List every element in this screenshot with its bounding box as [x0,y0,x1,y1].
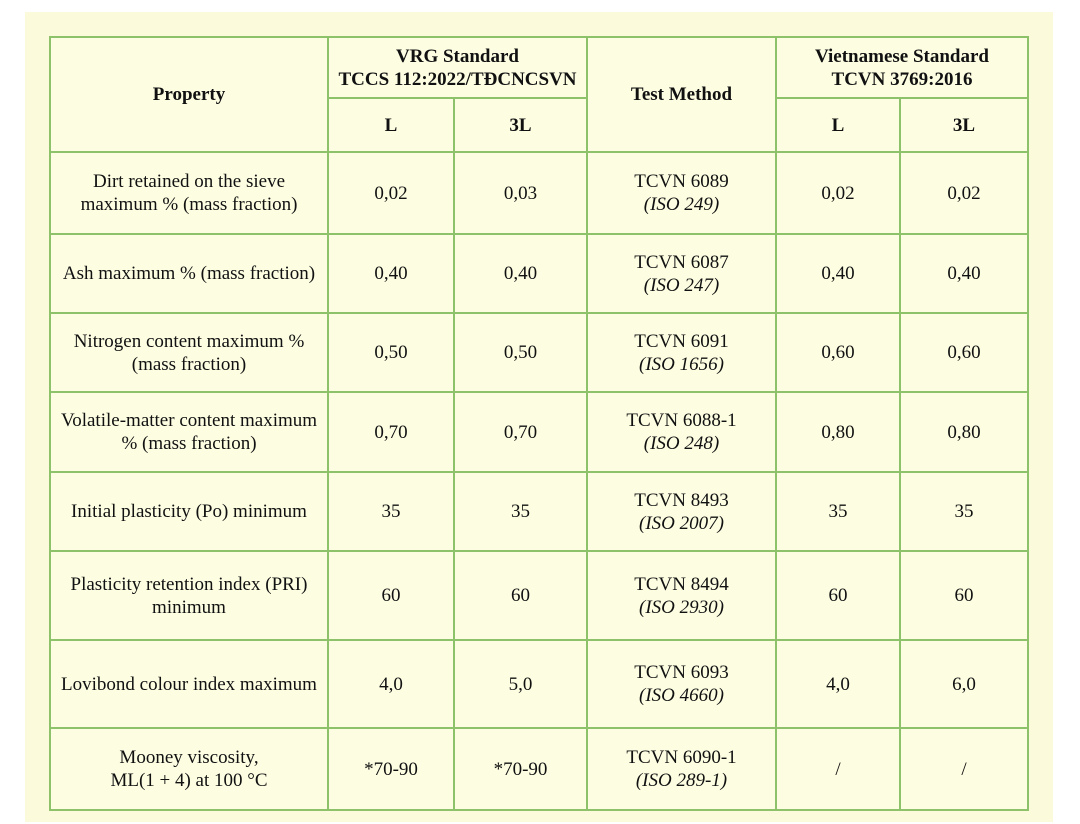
table-row: Dirt retained on the sieve maximum % (mas… [49,151,1029,235]
vrg-3l-value: 0,03 [453,151,588,235]
property-text: minimum [152,596,226,618]
table-row: Initial plasticity (Po) minimum 35 35 TCVN … [49,471,1029,552]
test-method-cell: TCVN 6089 (ISO 249) [586,151,777,235]
subheader-vn-3l: 3L [899,97,1029,153]
vn-3l-value: 6,0 [899,639,1029,729]
test-method-code: TCVN 6087 [634,251,729,273]
vrg-l-value: 35 [327,471,455,552]
vn-l-value: 60 [775,550,901,641]
property-cell: Initial plasticity (Po) minimum [49,471,329,552]
header-vrg-standard: VRG Standard TCCS 112:2022/TĐCNCSVN [327,36,588,99]
vn-3l-value: 0,80 [899,391,1029,473]
header-test-method: Test Method [586,36,777,153]
test-method-cell: TCVN 6087 (ISO 247) [586,233,777,314]
vrg-l-value: 0,40 [327,233,455,314]
vrg-l-value: 0,70 [327,391,455,473]
iso-reference: (ISO 248) [643,433,720,454]
table-row: Mooney viscosity, ML(1 + 4) at 100 °C *70-… [49,727,1029,811]
property-text: % (mass fraction) [121,433,257,454]
vrg-3l-value: 0,40 [453,233,588,314]
test-method-code: TCVN 6088-1 [626,410,737,431]
property-text: (mass fraction) [131,353,247,375]
vrg-3l-value: *70-90 [453,727,588,811]
vn-3l-value: 60 [899,550,1029,641]
property-text: Plasticity retention index (PRI) [70,573,308,595]
iso-reference: (ISO 4660) [639,685,724,706]
property-text: Volatile-matter content maximum [60,410,318,431]
vn-l-value: 0,80 [775,391,901,473]
test-method-cell: TCVN 6088-1 (ISO 248) [586,391,777,473]
vn-l-value: 0,60 [775,312,901,393]
vn-3l-value: 0,40 [899,233,1029,314]
property-text: Ash maximum % (mass fraction) [62,263,316,284]
test-method-code: TCVN 6089 [634,171,729,192]
iso-reference: (ISO 2930) [639,596,724,618]
property-text: ML(1 + 4) at 100 °C [110,770,268,791]
table-row: Plasticity retention index (PRI) minimum 6… [49,550,1029,641]
specification-table: Property VRG Standard TCCS 112:2022/TĐCN… [49,36,1029,811]
vrg-code: TCCS 112:2022/TĐCNCSVN [338,68,577,90]
vrg-3l-value: 0,70 [453,391,588,473]
vrg-3l-value: 60 [453,550,588,641]
vn-title: Vietnamese Standard [815,45,989,67]
property-cell: Dirt retained on the sieve maximum % (mas… [49,151,329,235]
test-method-code: TCVN 6090-1 [626,747,737,768]
property-cell: Mooney viscosity, ML(1 + 4) at 100 °C [49,727,329,811]
subheader-vn-l: L [775,97,901,153]
vn-l-value: 0,02 [775,151,901,235]
vrg-l-value: 0,02 [327,151,455,235]
iso-reference: (ISO 2007) [639,512,724,534]
vrg-l-value: 60 [327,550,455,641]
property-cell: Plasticity retention index (PRI) minimum [49,550,329,641]
property-text: Nitrogen content maximum % [73,330,305,352]
property-text: Initial plasticity (Po) minimum [71,501,307,522]
test-method-cell: TCVN 6090-1 (ISO 289-1) [586,727,777,811]
vrg-l-value: 0,50 [327,312,455,393]
property-text: maximum % (mass fraction) [80,194,298,215]
subheader-vrg-3l: 3L [453,97,588,153]
test-method-cell: TCVN 6091 (ISO 1656) [586,312,777,393]
vn-l-value: 35 [775,471,901,552]
property-cell: Lovibond colour index maximum [49,639,329,729]
vn-l-value: 0,40 [775,233,901,314]
vn-3l-value: 0,60 [899,312,1029,393]
header-property: Property [49,36,329,153]
subheader-vrg-l: L [327,97,455,153]
vn-l-value: / [775,727,901,811]
property-text: Mooney viscosity, [119,747,259,768]
table-row: Lovibond colour index maximum 4,0 5,0 TCVN … [49,639,1029,729]
property-text: Dirt retained on the sieve [92,171,286,192]
header-vietnamese-standard: Vietnamese Standard TCVN 3769:2016 [775,36,1029,99]
property-cell: Nitrogen content maximum % (mass fraction… [49,312,329,393]
test-method-cell: TCVN 8494 (ISO 2930) [586,550,777,641]
test-method-code: TCVN 8494 [634,573,729,595]
iso-reference: (ISO 249) [643,194,720,215]
property-cell: Ash maximum % (mass fraction) [49,233,329,314]
vrg-3l-value: 0,50 [453,312,588,393]
vn-3l-value: 0,02 [899,151,1029,235]
vn-code: TCVN 3769:2016 [831,68,973,90]
test-method-cell: TCVN 8493 (ISO 2007) [586,471,777,552]
table-row: Nitrogen content maximum % (mass fraction… [49,312,1029,393]
property-text: Lovibond colour index maximum [61,673,317,695]
test-method-code: TCVN 8493 [634,489,729,511]
table-body: Dirt retained on the sieve maximum % (mas… [49,151,1029,811]
vn-l-value: 4,0 [775,639,901,729]
table-row: Volatile-matter content maximum% (mass f… [49,391,1029,473]
test-method-code: TCVN 6093 [634,662,729,683]
vrg-l-value: *70-90 [327,727,455,811]
iso-reference: (ISO 289-1) [635,770,728,791]
iso-reference: (ISO 247) [643,274,720,296]
table-row: Ash maximum % (mass fraction) 0,40 0,40 TCV… [49,233,1029,314]
property-cell: Volatile-matter content maximum% (mass f… [49,391,329,473]
vrg-title: VRG Standard [396,45,519,67]
test-method-code: TCVN 6091 [634,330,729,352]
vrg-3l-value: 5,0 [453,639,588,729]
test-method-cell: TCVN 6093 (ISO 4660) [586,639,777,729]
vn-3l-value: / [899,727,1029,811]
vn-3l-value: 35 [899,471,1029,552]
iso-reference: (ISO 1656) [639,353,724,375]
vrg-3l-value: 35 [453,471,588,552]
vrg-l-value: 4,0 [327,639,455,729]
